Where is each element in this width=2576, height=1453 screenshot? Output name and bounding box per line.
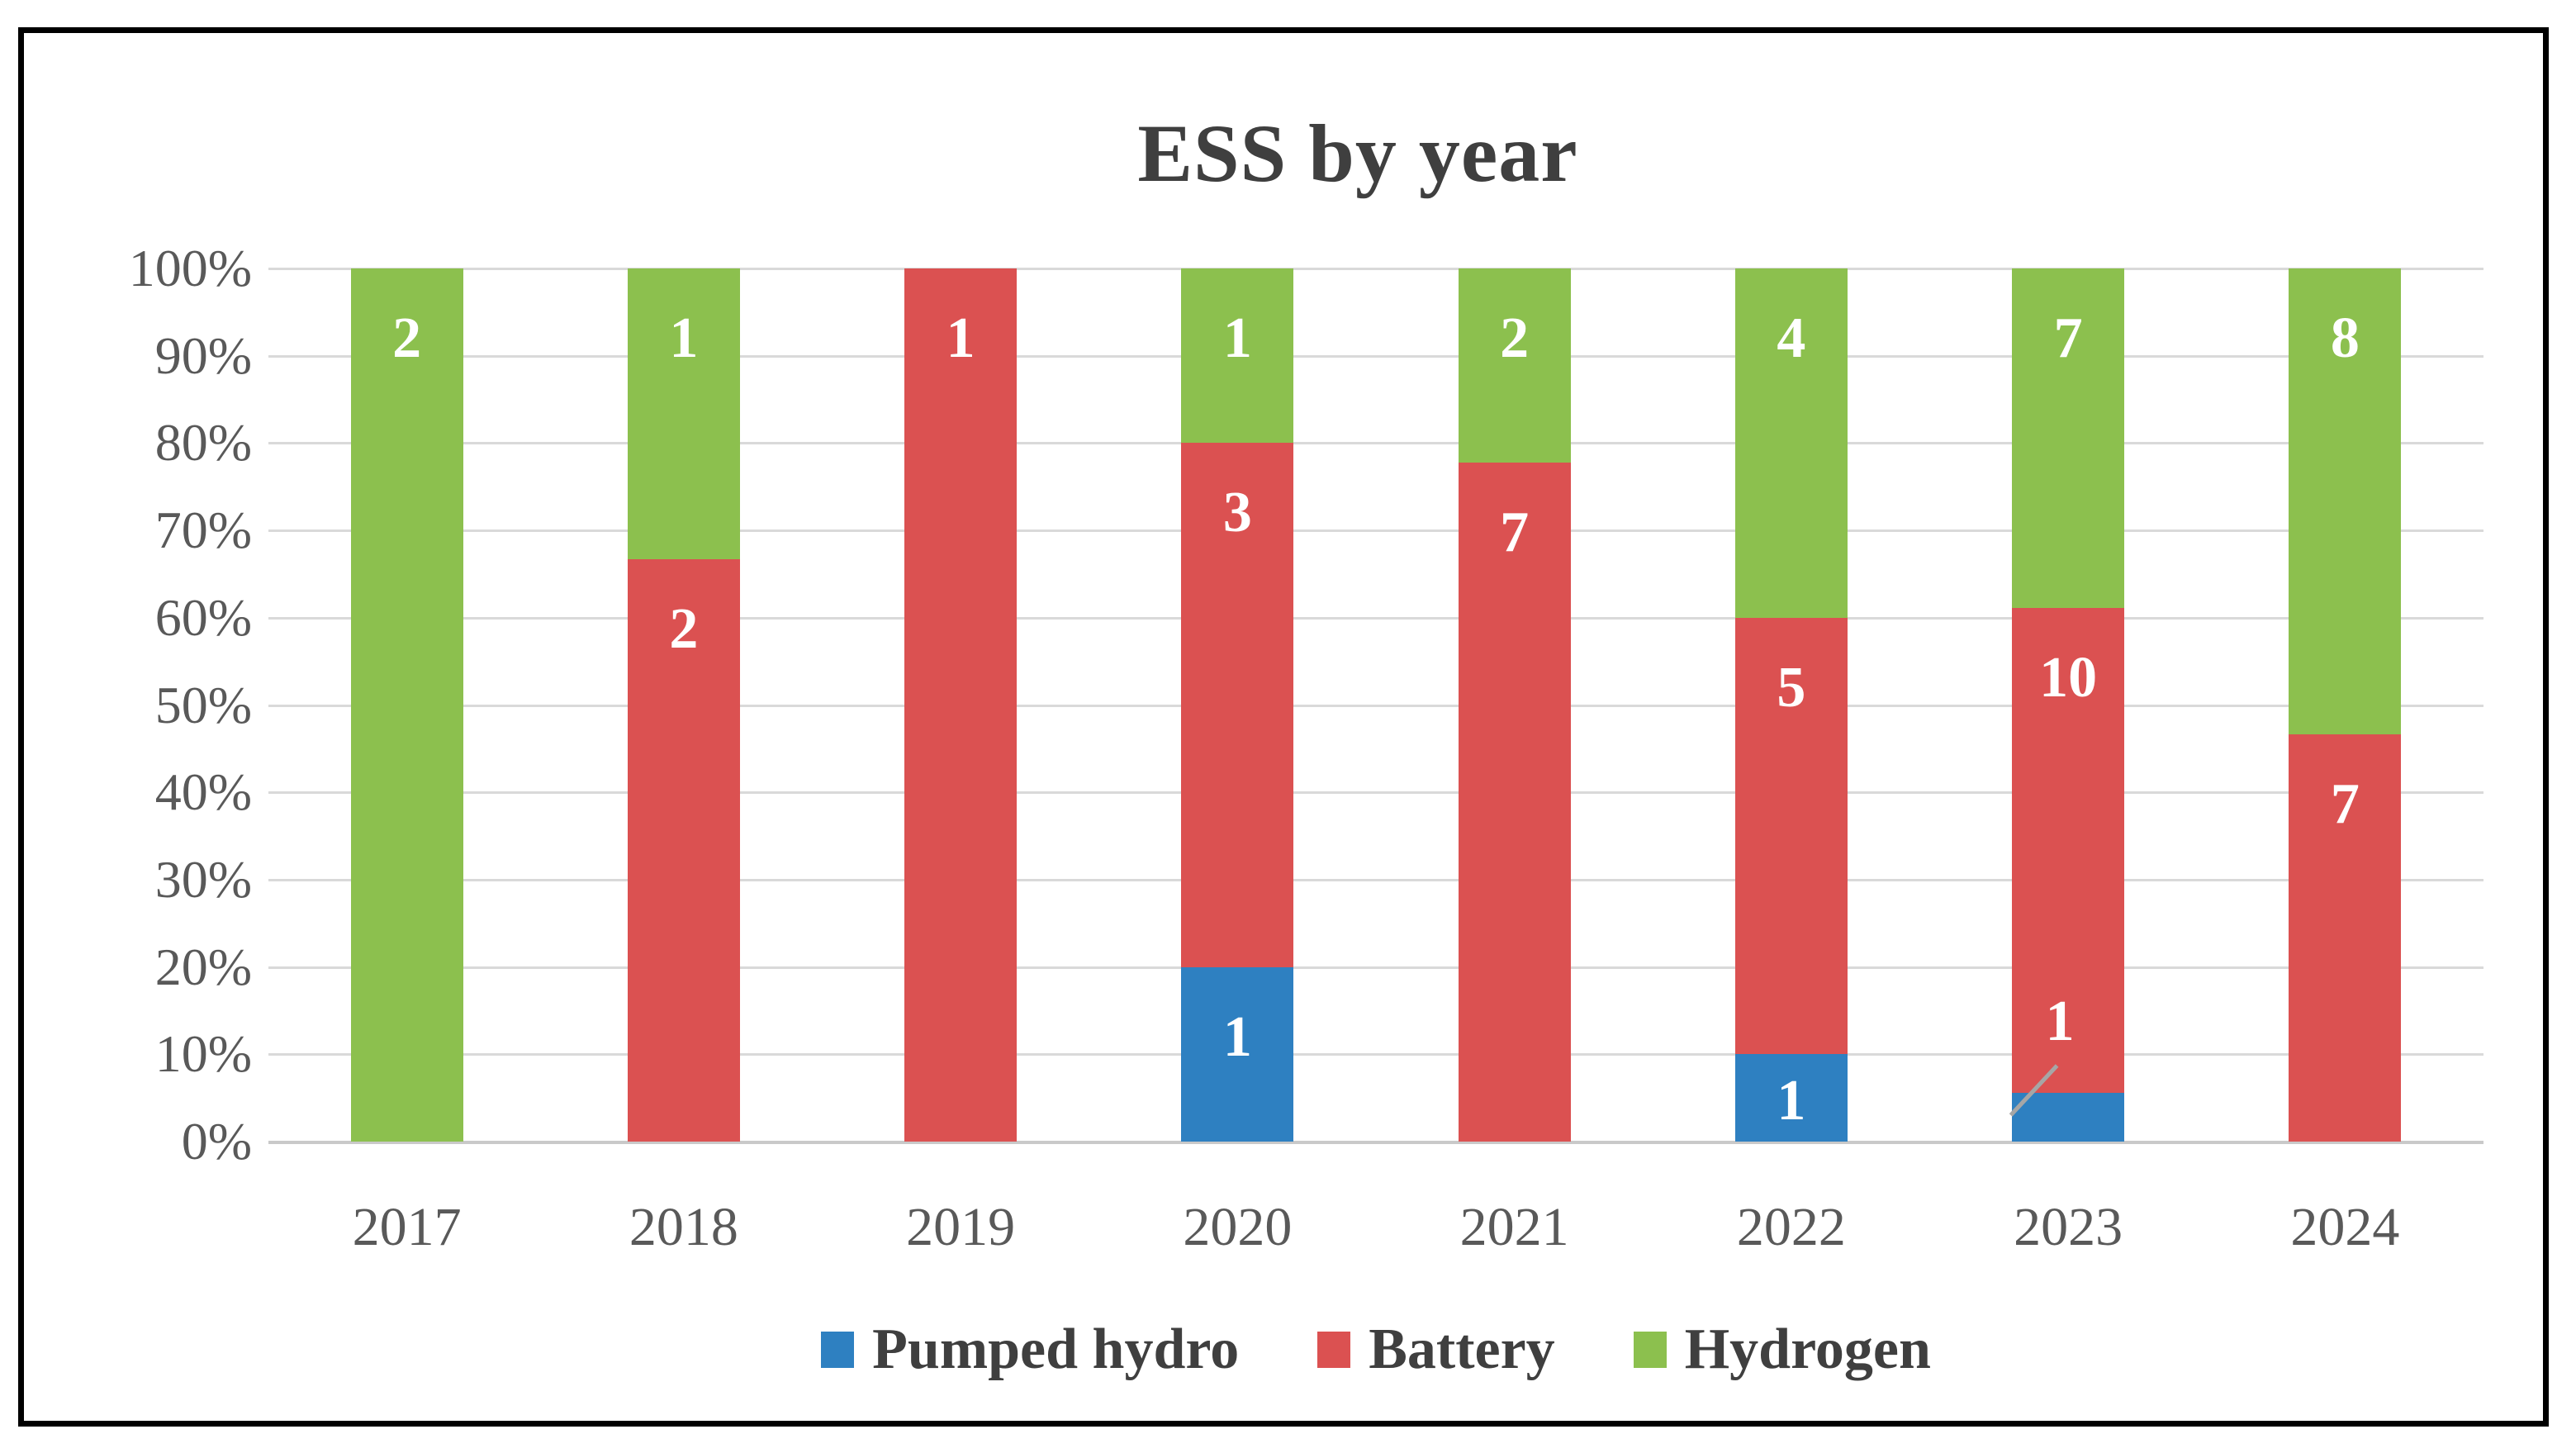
bar-segment-label: 8: [2330, 306, 2360, 371]
gridline: [268, 1053, 2483, 1056]
gridline: [268, 617, 2483, 620]
bar-segment-pumped-hydro[interactable]: [2012, 1093, 2125, 1142]
y-tick-label: 80%: [154, 413, 252, 472]
gridline: [268, 705, 2483, 707]
legend: Pumped hydro Battery Hydrogen: [268, 1318, 2483, 1381]
bar-segment-label: 10: [2039, 646, 2098, 710]
bar-segment-label: 3: [1222, 481, 1252, 545]
bar-segment-hydrogen[interactable]: 4: [1734, 268, 1848, 618]
legend-item-battery[interactable]: Battery: [1317, 1318, 1555, 1381]
bar-segment-battery[interactable]: 5: [1734, 617, 1848, 1055]
bar-segment-label: 7: [1500, 500, 1530, 564]
bar-segment-hydrogen[interactable]: 1: [627, 268, 740, 560]
legend-label: Battery: [1369, 1318, 1555, 1381]
x-category-label-2021: 2021: [1459, 1197, 1569, 1257]
y-tick-label: 100%: [128, 239, 252, 297]
bar-segment-label: 1: [1777, 1069, 1806, 1132]
gridline: [268, 1141, 2483, 1144]
bar-segment-battery[interactable]: 7: [2289, 734, 2402, 1142]
bar-segment-hydrogen[interactable]: 1: [1181, 268, 1294, 444]
bar-segment-pumped-hydro[interactable]: 1: [1734, 1054, 1848, 1142]
legend-label: Hydrogen: [1684, 1318, 1931, 1381]
x-category-label-2019: 2019: [906, 1197, 1016, 1257]
bar-segment-label: 5: [1777, 655, 1806, 719]
bar-segment-hydrogen[interactable]: 8: [2289, 268, 2402, 734]
x-category-label-2020: 2020: [1183, 1197, 1293, 1257]
bar-segment-hydrogen[interactable]: 2: [1458, 268, 1571, 463]
bar-column-2020: 1 3 1: [1099, 268, 1376, 1142]
bar-segment-battery[interactable]: 3: [1181, 443, 1294, 967]
bar-segment-callout-label: 1: [2045, 990, 2075, 1053]
bar-segment-pumped-hydro[interactable]: 1: [1181, 966, 1294, 1142]
y-tick-label: 90%: [154, 326, 252, 385]
legend-swatch-icon: [821, 1332, 855, 1368]
y-tick-label: 60%: [154, 588, 252, 647]
bar-column-2022: 4 5 1: [1653, 268, 1929, 1142]
bar-column-2017: 2: [268, 268, 545, 1142]
legend-swatch-icon: [1317, 1332, 1351, 1368]
bar-segment-battery[interactable]: 1: [904, 268, 1018, 1142]
gridline: [268, 355, 2483, 358]
bar-segment-label: 2: [1500, 306, 1530, 371]
y-tick-label: 30%: [154, 850, 252, 909]
gridline: [268, 879, 2483, 881]
bar-stack: 4 5 1: [1734, 268, 1848, 1142]
chart-title: ESS by year: [1137, 107, 1578, 199]
bar-segment-label: 2: [669, 597, 699, 662]
legend-item-hydrogen[interactable]: Hydrogen: [1633, 1318, 1931, 1381]
y-tick-label: 20%: [154, 938, 252, 996]
bar-segment-label: 7: [2053, 306, 2083, 371]
gridline: [268, 791, 2483, 794]
bar-segment-label: 1: [1222, 306, 1252, 371]
gridline: [268, 268, 2483, 270]
x-category-label-2022: 2022: [1736, 1197, 1846, 1257]
bar-segment-label: 1: [946, 306, 975, 370]
plot-area: 2 1 2 1 1 3 1 2 7 4 5 1 1 7 10 8 7: [268, 268, 2483, 1144]
bar-segment-battery[interactable]: 7: [1458, 462, 1571, 1142]
bar-column-2023: 1 7 10: [1930, 268, 2207, 1142]
bar-segment-label: 2: [392, 306, 422, 370]
bar-segment-label: 1: [669, 306, 699, 371]
y-tick-label: 70%: [154, 501, 252, 559]
gridline: [268, 966, 2483, 969]
bar-segment-hydrogen[interactable]: 2: [350, 268, 463, 1142]
y-tick-label: 10%: [154, 1024, 252, 1083]
bar-segment-label: 4: [1777, 306, 1806, 371]
bar-stack: 2: [350, 268, 463, 1142]
y-tick-label: 0%: [181, 1112, 252, 1170]
bars-layer: 2 1 2 1 1 3 1 2 7 4 5 1 1 7 10 8 7: [268, 268, 2483, 1142]
bar-stack: 1: [904, 268, 1018, 1142]
legend-item-pumped-hydro[interactable]: Pumped hydro: [821, 1318, 1239, 1381]
legend-swatch-icon: [1633, 1332, 1667, 1368]
bar-segment-label: 1: [1222, 1004, 1252, 1069]
x-category-label-2023: 2023: [2014, 1197, 2123, 1257]
y-tick-label: 50%: [154, 676, 252, 734]
bar-segment-battery[interactable]: 10: [2012, 608, 2125, 1094]
bar-stack: 1 3 1: [1181, 268, 1294, 1142]
x-category-label-2018: 2018: [629, 1197, 738, 1257]
x-axis-category-labels: 2017 2018 2019 2020 2021 2022 2023 2024: [268, 1196, 2483, 1259]
chart-frame: ESS by year 2 1 2 1 1 3 1 2 7 4 5 1 1 7 10 8 7 100% 90% 80…: [18, 27, 2549, 1427]
gridline: [268, 529, 2483, 532]
bar-stack: 7 10: [2012, 268, 2125, 1142]
legend-label: Pumped hydro: [872, 1318, 1240, 1381]
bar-segment-label: 7: [2330, 772, 2360, 836]
bar-column-2019: 1: [823, 268, 1099, 1142]
x-category-label-2024: 2024: [2290, 1197, 2400, 1257]
bar-segment-battery[interactable]: 2: [627, 559, 740, 1142]
x-category-label-2017: 2017: [352, 1197, 462, 1257]
leader-line: [2009, 1064, 2058, 1117]
y-tick-label: 40%: [154, 762, 252, 821]
bar-segment-hydrogen[interactable]: 7: [2012, 268, 2125, 609]
gridline: [268, 442, 2483, 444]
